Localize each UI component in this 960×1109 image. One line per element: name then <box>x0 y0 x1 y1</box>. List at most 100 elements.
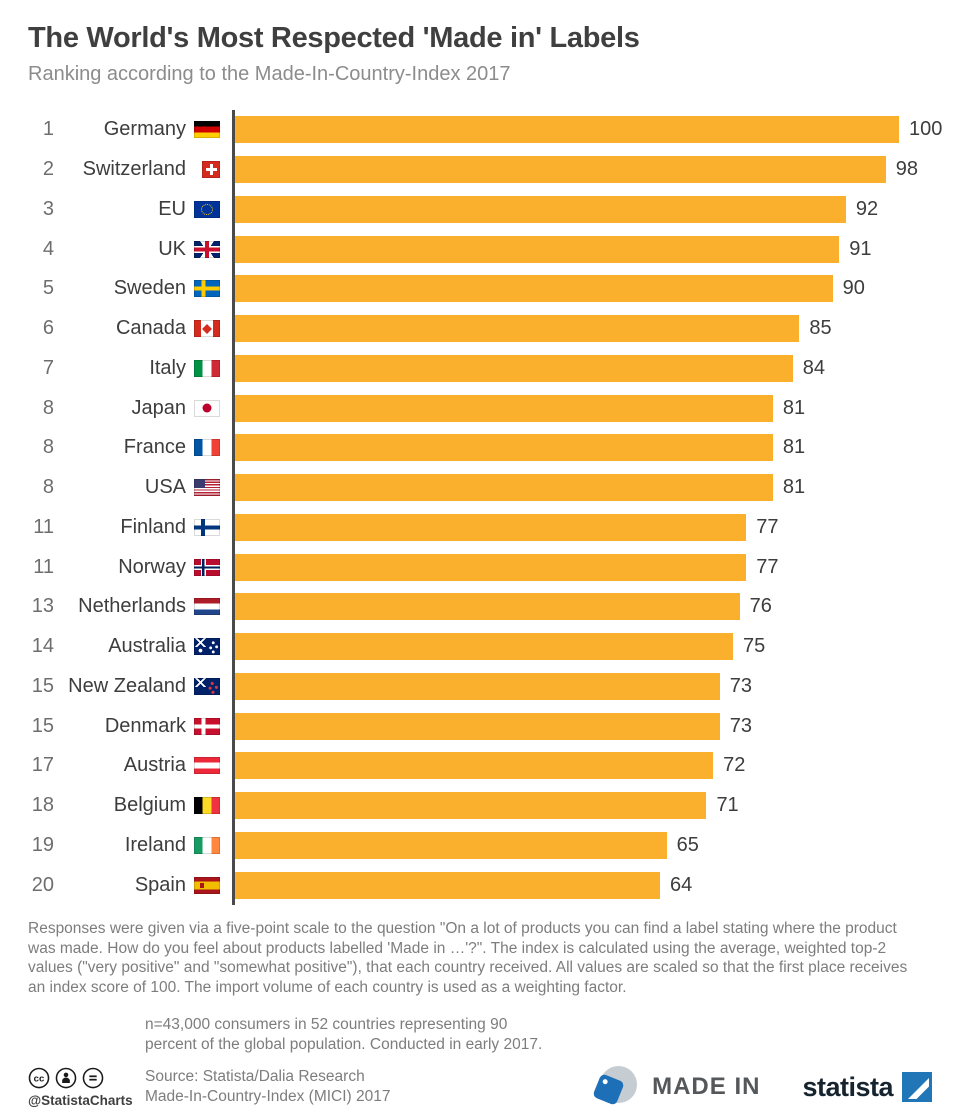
value-bar <box>235 474 773 502</box>
chart-row: 7 Italy 84 <box>28 348 932 389</box>
statista-wordmark: statista <box>802 1071 893 1102</box>
value-label: 65 <box>676 833 699 856</box>
value-label: 81 <box>782 436 806 459</box>
chart-row: 13 Netherlands 76 <box>28 587 932 627</box>
country-label: Austria <box>123 754 186 777</box>
chart-row: 15 New Zealand 73 <box>28 666 932 707</box>
country-label: USA <box>144 476 186 499</box>
rank-label: 15 <box>31 674 54 697</box>
value-label: 76 <box>749 595 772 618</box>
rank-label: 18 <box>31 794 54 817</box>
bar-track: 90 <box>232 269 932 309</box>
rank-label: 20 <box>31 873 54 896</box>
rank-label: 15 <box>31 714 54 737</box>
bar-track: 91 <box>232 229 932 269</box>
flag-germany-icon <box>194 121 220 139</box>
rank-label: 11 <box>33 515 54 538</box>
bar-track: 72 <box>232 746 932 786</box>
country-label: Sweden <box>113 277 186 300</box>
chart-row: 11 Norway 77 <box>28 547 932 587</box>
flag-eu-icon <box>194 200 220 218</box>
cc-nd-icon <box>82 1067 104 1089</box>
country-label: UK <box>158 237 186 260</box>
chart-row: 5 Sweden 90 <box>28 269 932 309</box>
country-label: Germany <box>103 118 186 141</box>
country-label: Finland <box>120 515 186 538</box>
flag-netherlands-icon <box>194 598 220 616</box>
value-bar <box>235 275 833 303</box>
rank-label: 19 <box>31 833 54 856</box>
value-label: 64 <box>669 873 693 896</box>
country-label: New Zealand <box>68 674 186 697</box>
rank-label: 14 <box>31 635 54 658</box>
bar-track: 81 <box>232 388 932 428</box>
flag-france-icon <box>194 439 220 457</box>
bar-track: 77 <box>232 507 932 548</box>
flag-australia-icon <box>194 638 220 656</box>
value-label: 90 <box>842 277 865 300</box>
cc-license-icons: cc <box>28 1067 145 1089</box>
value-label: 84 <box>802 356 825 379</box>
flag-norway-icon <box>194 558 220 576</box>
value-bar <box>235 831 667 859</box>
bar-track: 81 <box>232 467 932 508</box>
made-in-logo: MADE IN <box>590 1065 760 1109</box>
chart-row: 8 Japan 81 <box>28 388 932 428</box>
chart-row: 2 Switzerland 98 <box>28 149 932 190</box>
value-bar <box>235 593 740 621</box>
chart-row: 19 Ireland 65 <box>28 825 932 866</box>
flag-japan-icon <box>194 399 220 417</box>
value-label: 81 <box>782 396 806 419</box>
country-label: Switzerland <box>82 158 186 181</box>
chart-row: 14 Australia 75 <box>28 626 932 667</box>
country-label: France <box>123 436 186 459</box>
value-label: 100 <box>909 118 943 141</box>
value-label: 81 <box>782 476 806 499</box>
statista-logo: statista <box>802 1072 932 1103</box>
statista-logo-icon <box>902 1072 932 1102</box>
value-bar <box>235 871 660 899</box>
chart-row: 6 Canada 85 <box>28 308 932 349</box>
value-label: 75 <box>743 635 766 658</box>
flag-new-zealand-icon <box>194 677 220 695</box>
value-label: 73 <box>729 674 752 697</box>
flag-usa-icon <box>194 479 220 497</box>
bar-track: 98 <box>232 149 932 190</box>
page-title: The World's Most Respected 'Made in' Lab… <box>28 22 640 54</box>
country-label: Australia <box>108 635 186 658</box>
flag-austria-icon <box>194 757 220 775</box>
value-bar <box>235 792 707 820</box>
flag-spain-icon <box>194 876 220 894</box>
rank-label: 6 <box>42 317 54 340</box>
value-label: 73 <box>729 714 752 737</box>
bar-track: 71 <box>232 785 932 826</box>
value-bar <box>235 513 747 541</box>
rank-label: 8 <box>42 476 54 499</box>
value-bar <box>235 672 720 700</box>
flag-uk-icon <box>194 240 220 258</box>
value-label: 92 <box>855 197 879 220</box>
country-label: Ireland <box>124 833 186 856</box>
bar-track: 85 <box>232 308 932 349</box>
value-label: 72 <box>723 754 746 777</box>
value-bar <box>235 195 846 223</box>
flag-canada-icon <box>194 320 220 338</box>
chart-row: 18 Belgium 71 <box>28 785 932 826</box>
value-bar <box>235 434 773 462</box>
flag-switzerland-icon <box>202 161 220 179</box>
rank-label: 4 <box>42 237 54 260</box>
footnote-text: Responses were given via a five-point sc… <box>28 920 908 996</box>
bar-track: 65 <box>232 825 932 866</box>
bar-track: 77 <box>232 547 932 587</box>
chart-row: 20 Spain 64 <box>28 865 932 905</box>
value-bar <box>235 156 886 184</box>
rank-label: 2 <box>42 158 54 181</box>
chart-row: 3 EU 92 <box>28 189 932 230</box>
value-bar <box>235 553 747 581</box>
flag-sweden-icon <box>194 280 220 298</box>
country-label: Norway <box>118 555 186 578</box>
source-text: Source: Statista/Dalia Research Made-In-… <box>145 1068 391 1105</box>
chart-row: 1 Germany 100 <box>28 110 942 150</box>
flag-finland-icon <box>194 518 220 536</box>
